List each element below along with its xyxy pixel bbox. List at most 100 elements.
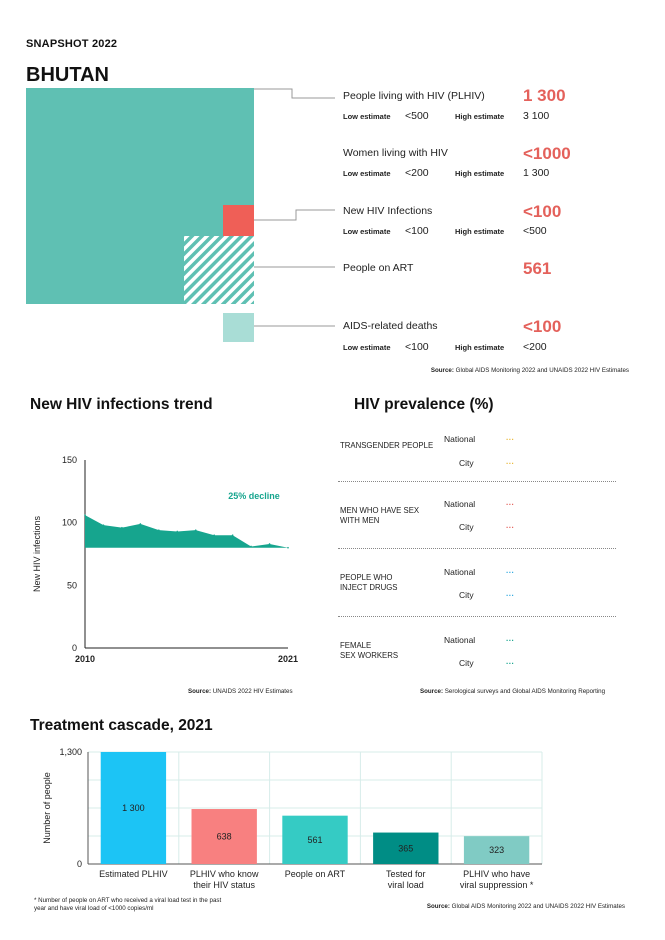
trend-title: New HIV infections trend [30,396,213,413]
city-label: City [459,458,474,468]
trend-y-axis-label: New HIV infections [32,515,42,592]
cascade-value-label: 1 300 [122,803,145,813]
low-value-new-infections: <100 [405,225,429,237]
trend-point [194,529,197,531]
divider [338,548,616,549]
new-infections-square [223,205,254,236]
divider [338,616,616,617]
trend-point [139,523,142,525]
art-square [184,236,254,304]
cascade-value-label: 561 [307,835,322,845]
national-label: National [444,499,476,509]
prevalence-title: HIV prevalence (%) [354,396,494,413]
city-label: City [459,590,474,600]
low-value-plhiv: <500 [405,110,429,122]
trend-point [287,546,289,549]
fsw-national-value: ... [506,634,515,643]
trend-point [231,534,234,536]
cascade-category-label: Tested for viral load [386,869,426,890]
msm-city-value: ... [506,521,515,530]
trend-y-tick-label: 100 [62,518,77,528]
cascade-bar [463,836,530,864]
low-estimate-label: Low estimate [343,169,391,178]
high-value-women: 1 300 [523,167,550,179]
low-value-deaths: <100 [405,341,429,353]
tg-city-value: ... [506,457,515,466]
high-value-new-infections: <500 [523,225,547,237]
trend-chart: 0 50 100 150 2010 2021 New HIV infections 25% d… [32,455,298,664]
national-label: National [444,635,476,645]
cascade-value-label: 638 [217,832,232,842]
cascade-bar [191,809,257,864]
trend-point [176,530,179,533]
cascade-y-axis-label: Number of people [42,772,52,844]
stat-label-new-infections: New HIV Infections [343,205,433,217]
fsw-city-value: ... [506,657,515,666]
trend-point [102,524,105,526]
stat-label-deaths: AIDS-related deaths [343,320,438,332]
divider [338,481,616,482]
stat-label-plhiv: People living with HIV (PLHIV) [343,90,485,102]
cascade-source: Source: Global AIDS Monitoring 2022 and … [426,903,625,910]
connector-new-infections [254,209,335,221]
trend-x-tick-label: 2010 [75,654,95,664]
high-estimate-label: High estimate [455,112,505,121]
stat-value-new-infections: <100 [523,202,562,221]
cascade-category-label: People on ART [284,869,346,879]
trend-area [85,515,288,548]
cascade-category-label: PLHIV who have viral suppression * [459,869,534,890]
high-estimate-label: High estimate [455,169,505,178]
prevalence-source: Source: Serological surveys and Global A… [420,688,606,695]
trend-x-tick-label: 2021 [278,654,298,664]
pop-name-fsw: FEMALE SEX WORKERS [340,641,399,660]
snapshot-graphic [26,88,335,342]
cascade-title: Treatment cascade, 2021 [30,717,213,734]
low-value-women: <200 [405,167,429,179]
trend-point [213,534,215,536]
stat-value-plhiv: 1 300 [523,86,566,105]
trend-annotation: 25% decline [228,491,280,501]
trend-point [250,545,252,548]
snapshot-source: Source: Global AIDS Monitoring 2022 and … [430,367,629,374]
pop-name-tg: TRANSGENDER PEOPLE [340,441,434,450]
cascade-value-label: 365 [398,843,413,853]
high-value-deaths: <200 [523,341,547,353]
cascade-value-label: 323 [489,845,504,855]
trend-y-tick-label: 150 [62,455,77,465]
connector-plhiv [254,88,335,99]
cascade-bar [373,832,439,864]
high-value-plhiv: 3 100 [523,110,550,122]
stat-value-women: <1000 [523,144,571,163]
trend-y-tick-label: 50 [67,580,77,590]
cascade-category-label: Estimated PLHIV [99,869,168,879]
cascade-y-tick-label: 1,300 [59,747,82,757]
high-estimate-label: High estimate [455,227,505,236]
low-estimate-label: Low estimate [343,112,391,121]
tg-national-value: ... [506,433,515,442]
cascade-footnote: * Number of people on ART who received a… [34,897,222,912]
snapshot-kicker: SNAPSHOT 2022 [26,38,118,50]
low-estimate-label: Low estimate [343,343,391,352]
stat-value-art: 561 [523,259,552,278]
pop-name-pwid: PEOPLE WHO INJECT DRUGS [340,573,398,592]
stat-value-deaths: <100 [523,317,562,336]
pop-name-msm: MEN WHO HAVE SEX WITH MEN [340,506,420,525]
cascade-y-tick-label: 0 [77,859,82,869]
trend-point [268,543,271,545]
trend-point [84,514,86,516]
cascade-category-label: PLHIV who know their HIV status [189,869,259,890]
cascade-chart: 0 1,300 Number of people 1 300 638 561 365 323 [42,747,543,869]
pwid-city-value: ... [506,589,515,598]
cascade-bar [100,752,167,864]
trend-source: Source: UNAIDS 2022 HIV Estimates [188,688,293,695]
stat-label-art: People on ART [343,262,414,274]
trend-y-tick-label: 0 [72,643,77,653]
country-title: BHUTAN [26,64,109,86]
pwid-national-value: ... [506,566,515,575]
city-label: City [459,522,474,532]
high-estimate-label: High estimate [455,343,505,352]
cascade-bar [282,815,348,864]
national-label: National [444,567,476,577]
stat-label-women: Women living with HIV [343,147,448,159]
national-label: National [444,434,476,444]
